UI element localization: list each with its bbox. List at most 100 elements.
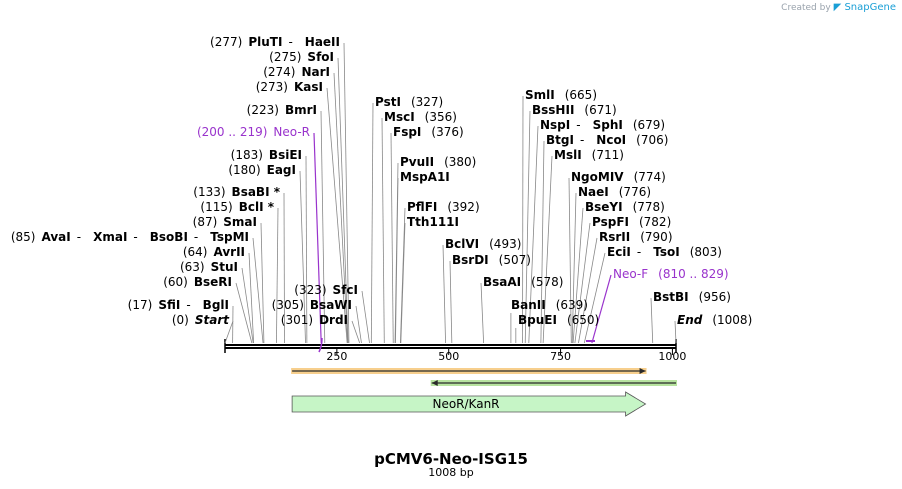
site-name: NarI bbox=[301, 65, 330, 79]
enzyme-label-msli[interactable]: MslI (711) bbox=[548, 148, 624, 162]
cut-site-leader bbox=[449, 260, 453, 344]
enzyme-label-bpuei[interactable]: BpuEI (650) bbox=[512, 313, 599, 327]
enzyme-label-psti[interactable]: PstI (327) bbox=[369, 95, 443, 109]
snapgene-logo: ◤ SnapGene bbox=[833, 2, 896, 13]
site-position: (275) bbox=[269, 50, 302, 64]
enzyme-label-rsrii[interactable]: RsrII (790) bbox=[593, 230, 673, 244]
enzyme-label-ecii[interactable]: EciI - TsoI (803) bbox=[607, 245, 722, 259]
site-position: (17) bbox=[127, 298, 153, 312]
site-name: PstI bbox=[375, 95, 401, 109]
site-position: (133) bbox=[193, 185, 226, 199]
enzyme-label-pspfi[interactable]: PspFI (782) bbox=[586, 215, 671, 229]
enzyme-label-btgi[interactable]: BtgI - NcoI (706) bbox=[546, 133, 669, 147]
enzyme-label-pluti[interactable]: (277) PluTI - HaeII bbox=[210, 35, 340, 49]
site-position: (380) bbox=[444, 155, 477, 169]
site-name: TsoI bbox=[653, 245, 680, 259]
cut-site-leader bbox=[252, 237, 264, 344]
site-name: BtgI bbox=[546, 133, 574, 147]
enzyme-label-sfii[interactable]: (17) SfiI - BglI bbox=[127, 298, 229, 312]
credit-prefix: Created by bbox=[781, 3, 831, 13]
cut-site-leader bbox=[241, 267, 254, 344]
cut-site-leader bbox=[299, 170, 306, 344]
site-position: (305) bbox=[271, 298, 304, 312]
cut-site-leader bbox=[361, 290, 370, 344]
site-name: SfcI bbox=[332, 283, 358, 297]
axis-tick-label: 250 bbox=[326, 350, 348, 363]
enzyme-label-pvuii[interactable]: PvuII (380) bbox=[394, 155, 476, 169]
enzyme-label-pflfi[interactable]: PflFI (392) bbox=[401, 200, 480, 214]
axis-tick-label: 750 bbox=[550, 350, 572, 363]
enzyme-label-tth111i[interactable]: Tth111I bbox=[401, 215, 459, 229]
enzyme-label-bseri[interactable]: (60) BseRI bbox=[163, 275, 232, 289]
site-position: (0) bbox=[171, 313, 189, 327]
enzyme-label-naei[interactable]: NaeI (776) bbox=[572, 185, 651, 199]
cut-site-leader bbox=[305, 155, 308, 344]
site-name: BseRI bbox=[193, 275, 232, 289]
cut-site-leader bbox=[351, 320, 361, 344]
site-position: (774) bbox=[633, 170, 666, 184]
site-position: (180) bbox=[228, 163, 261, 177]
enzyme-label-avai[interactable]: (85) AvaI - XmaI - BsoBI - TspMI bbox=[10, 230, 249, 244]
enzyme-label-bsiei[interactable]: (183) BsiEI bbox=[231, 148, 302, 162]
site-name: MspA1I bbox=[400, 170, 450, 184]
enzyme-label-end[interactable]: End (1008) bbox=[671, 313, 752, 327]
site-name: BclI * bbox=[238, 200, 274, 214]
enzyme-label-banii[interactable]: BanII (639) bbox=[505, 298, 588, 312]
neor-feature-label[interactable]: NeoR/KanR bbox=[432, 397, 500, 411]
site-position: (60) bbox=[163, 275, 188, 289]
enzyme-label-bseyi[interactable]: BseYI (778) bbox=[579, 200, 665, 214]
site-name: TspMI bbox=[210, 230, 249, 244]
backbone-top-strand bbox=[225, 344, 676, 346]
site-name: BanII bbox=[511, 298, 546, 312]
primer-label-neo-r[interactable]: (200 .. 219) Neo-R bbox=[197, 125, 310, 139]
enzyme-label-mspa1i[interactable]: MspA1I bbox=[394, 170, 450, 184]
primer-label-neo-f[interactable]: Neo-F (810 .. 829) bbox=[607, 267, 729, 281]
site-name: EagI bbox=[266, 163, 296, 177]
cut-site-leader bbox=[326, 87, 348, 344]
enzyme-label-eagi[interactable]: (180) EagI bbox=[228, 163, 296, 177]
enzyme-label-stui[interactable]: (63) StuI bbox=[180, 260, 238, 274]
enzyme-label-msci[interactable]: MscI (356) bbox=[378, 110, 457, 124]
site-position: (327) bbox=[410, 95, 444, 109]
enzyme-label-start[interactable]: (0) Start bbox=[172, 313, 229, 327]
site-name: NcoI bbox=[596, 133, 627, 147]
enzyme-label-nspi[interactable]: NspI - SphI (679) bbox=[540, 118, 666, 132]
enzyme-label-bsshii[interactable]: BssHII (671) bbox=[526, 103, 617, 117]
enzyme-label-bsrdi[interactable]: BsrDI (507) bbox=[446, 253, 531, 267]
site-name: BsiEI bbox=[268, 148, 302, 162]
site-position: (356) bbox=[424, 110, 457, 124]
enzyme-label-avrii[interactable]: (64) AvrII bbox=[183, 245, 245, 259]
cut-site-leader bbox=[674, 320, 677, 344]
enzyme-label-bmri[interactable]: (223) BmrI bbox=[247, 103, 317, 117]
enzyme-label-bclvi[interactable]: BclVI (493) bbox=[439, 237, 521, 251]
enzyme-label-bsawi[interactable]: (305) BsaWI bbox=[272, 298, 352, 312]
enzyme-label-sfoi[interactable]: (275) SfoI bbox=[269, 50, 334, 64]
site-position: (301) bbox=[280, 313, 314, 327]
cut-site-leader bbox=[320, 110, 326, 344]
enzyme-label-nari[interactable]: (274) NarI bbox=[263, 65, 330, 79]
enzyme-label-drdi[interactable]: (301) DrdI bbox=[281, 313, 348, 327]
enzyme-label-kasi[interactable]: (273) KasI bbox=[256, 80, 323, 94]
site-name: Tth111I bbox=[407, 215, 459, 229]
feature-arrowhead bbox=[431, 380, 438, 386]
site-name: End bbox=[677, 313, 703, 327]
site-position: (115) bbox=[200, 200, 233, 214]
enzyme-label-smai[interactable]: (87) SmaI bbox=[193, 215, 257, 229]
enzyme-label-bstbi[interactable]: BstBI (956) bbox=[647, 290, 731, 304]
enzyme-label-fspi[interactable]: FspI (376) bbox=[387, 125, 464, 139]
site-position: (274) bbox=[263, 65, 296, 79]
enzyme-label-bsaai[interactable]: BsaAI (578) bbox=[477, 275, 563, 289]
site-position: (64) bbox=[182, 245, 208, 259]
axis-tick-label: 500 bbox=[438, 350, 460, 363]
site-name: HaeII bbox=[304, 35, 340, 49]
enzyme-label-bcli-[interactable]: (115) BclI * bbox=[200, 200, 274, 214]
enzyme-label-ngomiv[interactable]: NgoMIV (774) bbox=[565, 170, 666, 184]
cut-site-leader bbox=[276, 207, 279, 344]
snapgene-credit: Created by ◤ SnapGene bbox=[781, 2, 896, 13]
site-name: DrdI bbox=[319, 313, 348, 327]
enzyme-label-sfci[interactable]: (323) SfcI bbox=[294, 283, 358, 297]
cut-site-leader bbox=[399, 207, 406, 344]
enzyme-label-smli[interactable]: SmlI (665) bbox=[519, 88, 597, 102]
enzyme-label-bsabi-[interactable]: (133) BsaBI * bbox=[193, 185, 280, 199]
